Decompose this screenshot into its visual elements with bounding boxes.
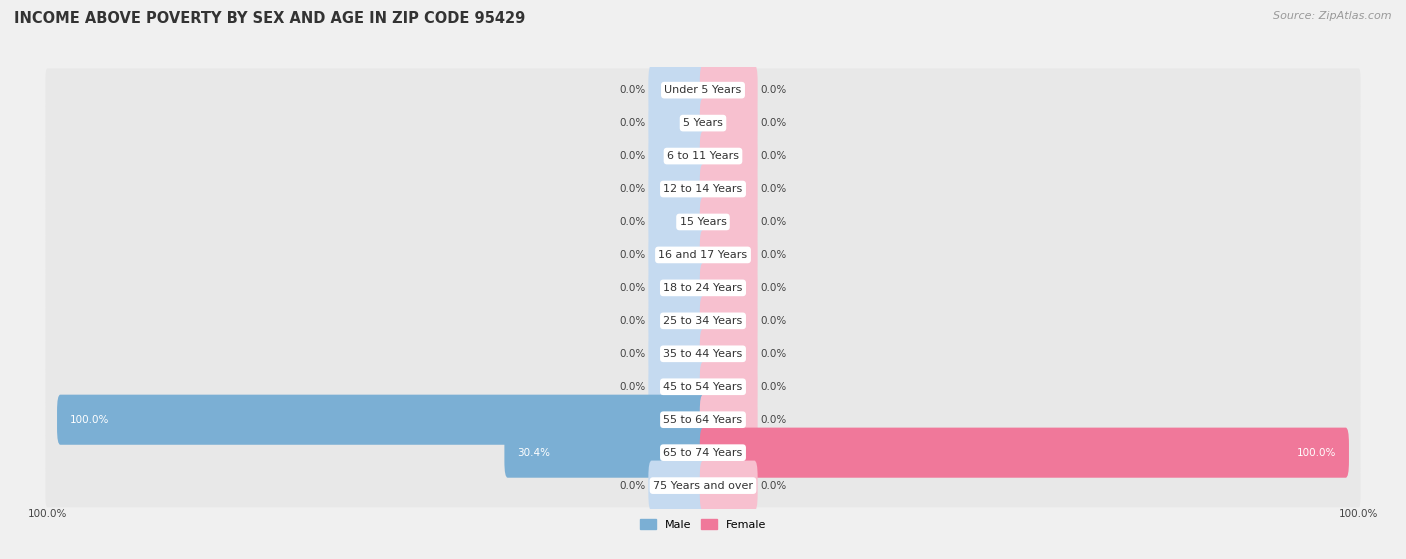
Text: 0.0%: 0.0% [619, 283, 645, 293]
Text: Under 5 Years: Under 5 Years [665, 85, 741, 95]
FancyBboxPatch shape [45, 68, 1361, 112]
FancyBboxPatch shape [700, 329, 758, 379]
FancyBboxPatch shape [700, 263, 758, 313]
FancyBboxPatch shape [45, 464, 1361, 508]
Text: 16 and 17 Years: 16 and 17 Years [658, 250, 748, 260]
FancyBboxPatch shape [648, 98, 706, 148]
FancyBboxPatch shape [58, 395, 706, 445]
Text: 0.0%: 0.0% [761, 250, 787, 260]
FancyBboxPatch shape [700, 461, 758, 511]
Text: 0.0%: 0.0% [761, 349, 787, 359]
Text: 30.4%: 30.4% [517, 448, 550, 458]
Text: 100.0%: 100.0% [1339, 509, 1378, 519]
FancyBboxPatch shape [45, 200, 1361, 244]
Legend: Male, Female: Male, Female [636, 514, 770, 534]
FancyBboxPatch shape [648, 131, 706, 181]
FancyBboxPatch shape [45, 365, 1361, 409]
Text: 0.0%: 0.0% [619, 118, 645, 128]
Text: 0.0%: 0.0% [619, 481, 645, 491]
FancyBboxPatch shape [648, 197, 706, 247]
FancyBboxPatch shape [45, 332, 1361, 376]
FancyBboxPatch shape [648, 164, 706, 214]
FancyBboxPatch shape [45, 134, 1361, 178]
FancyBboxPatch shape [45, 266, 1361, 310]
FancyBboxPatch shape [648, 65, 706, 115]
Text: 100.0%: 100.0% [1296, 448, 1336, 458]
FancyBboxPatch shape [648, 263, 706, 313]
Text: 0.0%: 0.0% [761, 382, 787, 392]
Text: 0.0%: 0.0% [761, 85, 787, 95]
Text: 5 Years: 5 Years [683, 118, 723, 128]
Text: 0.0%: 0.0% [761, 184, 787, 194]
FancyBboxPatch shape [700, 296, 758, 346]
Text: 0.0%: 0.0% [619, 382, 645, 392]
Text: 0.0%: 0.0% [619, 316, 645, 326]
FancyBboxPatch shape [700, 230, 758, 280]
FancyBboxPatch shape [700, 362, 758, 412]
FancyBboxPatch shape [648, 362, 706, 412]
FancyBboxPatch shape [648, 296, 706, 346]
Text: 0.0%: 0.0% [619, 250, 645, 260]
Text: 0.0%: 0.0% [761, 217, 787, 227]
Text: 12 to 14 Years: 12 to 14 Years [664, 184, 742, 194]
Text: 0.0%: 0.0% [761, 415, 787, 425]
Text: 100.0%: 100.0% [28, 509, 67, 519]
Text: Source: ZipAtlas.com: Source: ZipAtlas.com [1274, 11, 1392, 21]
Text: 0.0%: 0.0% [761, 118, 787, 128]
FancyBboxPatch shape [700, 98, 758, 148]
FancyBboxPatch shape [505, 428, 706, 478]
Text: 6 to 11 Years: 6 to 11 Years [666, 151, 740, 161]
Text: 55 to 64 Years: 55 to 64 Years [664, 415, 742, 425]
Text: 0.0%: 0.0% [761, 481, 787, 491]
Text: INCOME ABOVE POVERTY BY SEX AND AGE IN ZIP CODE 95429: INCOME ABOVE POVERTY BY SEX AND AGE IN Z… [14, 11, 526, 26]
FancyBboxPatch shape [700, 197, 758, 247]
Text: 100.0%: 100.0% [70, 415, 110, 425]
Text: 0.0%: 0.0% [619, 85, 645, 95]
Text: 0.0%: 0.0% [619, 151, 645, 161]
Text: 0.0%: 0.0% [619, 184, 645, 194]
FancyBboxPatch shape [648, 461, 706, 511]
FancyBboxPatch shape [45, 167, 1361, 211]
Text: 65 to 74 Years: 65 to 74 Years [664, 448, 742, 458]
Text: 25 to 34 Years: 25 to 34 Years [664, 316, 742, 326]
FancyBboxPatch shape [45, 233, 1361, 277]
FancyBboxPatch shape [45, 431, 1361, 475]
Text: 45 to 54 Years: 45 to 54 Years [664, 382, 742, 392]
Text: 75 Years and over: 75 Years and over [652, 481, 754, 491]
FancyBboxPatch shape [700, 395, 758, 445]
Text: 0.0%: 0.0% [761, 283, 787, 293]
FancyBboxPatch shape [700, 131, 758, 181]
FancyBboxPatch shape [700, 164, 758, 214]
Text: 15 Years: 15 Years [679, 217, 727, 227]
Text: 0.0%: 0.0% [761, 151, 787, 161]
FancyBboxPatch shape [700, 428, 1348, 478]
FancyBboxPatch shape [45, 398, 1361, 442]
FancyBboxPatch shape [648, 230, 706, 280]
Text: 0.0%: 0.0% [619, 349, 645, 359]
Text: 18 to 24 Years: 18 to 24 Years [664, 283, 742, 293]
Text: 0.0%: 0.0% [619, 217, 645, 227]
FancyBboxPatch shape [648, 329, 706, 379]
FancyBboxPatch shape [700, 65, 758, 115]
FancyBboxPatch shape [45, 299, 1361, 343]
Text: 0.0%: 0.0% [761, 316, 787, 326]
Text: 35 to 44 Years: 35 to 44 Years [664, 349, 742, 359]
FancyBboxPatch shape [45, 101, 1361, 145]
